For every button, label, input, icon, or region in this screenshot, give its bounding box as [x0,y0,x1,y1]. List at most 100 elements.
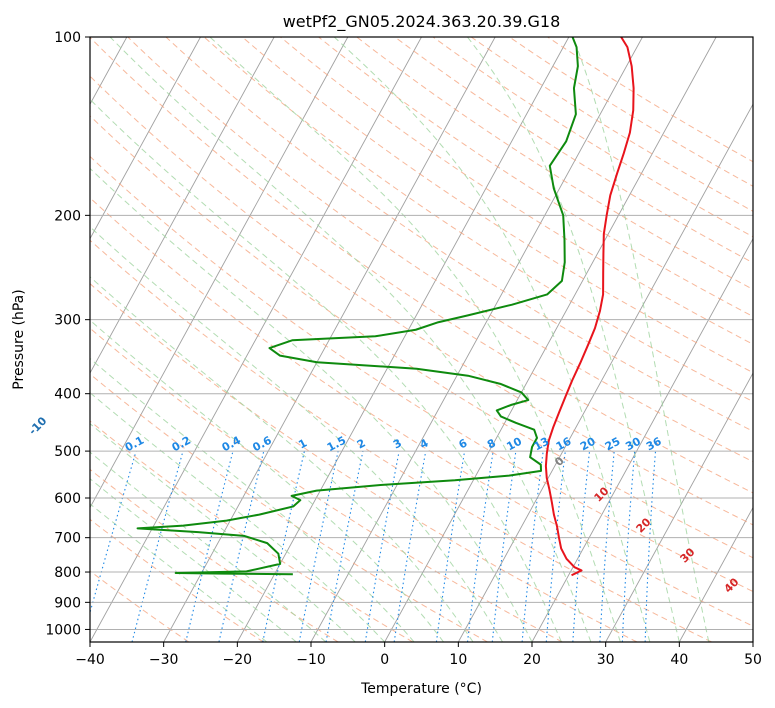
moist-adiabat-line [467,37,680,642]
mixing-ratio-line [325,450,364,642]
dry-adiabat-line [90,468,339,642]
pressure-grid [90,37,753,630]
mixing-ratio-label: 1 [296,436,309,451]
mixing-ratio-line [298,450,339,642]
mixing-ratio-line [262,450,305,642]
moist-adiabat-line [90,503,268,642]
x-tick-label: 0 [380,652,389,668]
mixing-ratio-line [545,451,566,642]
y-tick-label: 900 [54,595,81,611]
x-tick-label: −40 [75,652,105,668]
moist-adiabat-line [90,226,503,642]
isotherm-line [457,103,753,642]
dry-adiabat-line [394,37,753,264]
y-tick-label: 500 [54,444,81,460]
dry-adiabat-line [90,327,563,642]
dry-adiabat-line [318,37,753,318]
dewpoint-line [136,37,579,576]
moist-adiabat-line [90,357,415,642]
mixing-ratio-line [466,451,494,642]
moist-adiabat-label: 40 [722,575,742,595]
isotherm-line [236,37,570,642]
y-tick-label: 200 [54,208,81,224]
mixing-ratio-line [521,451,544,642]
dry-adiabat-line [356,37,753,290]
y-tick-label: 400 [54,387,81,403]
mixing-ratio-label: 6 [457,436,470,451]
moist-adiabat-line [90,98,562,642]
mixing-ratio-line [599,451,615,642]
y-tick-label: 1000 [45,622,81,638]
isotherm-line [90,37,201,240]
dry-adiabat-line [241,37,753,374]
x-axis-label: Temperature (°C) [360,681,482,697]
isotherm-line [531,237,753,642]
isotherm-line [605,372,753,642]
dry-adiabat-line [90,373,488,642]
x-tick-label: 10 [449,652,467,668]
y-tick-label: 300 [54,313,81,329]
mixing-ratio-line [621,451,636,642]
mixing-ratio-label: 13 [532,435,552,454]
y-tick-label: 800 [54,565,81,581]
mixing-ratio-label: 2 [355,436,368,451]
mixing-ratio-label: 16 [554,435,574,454]
dry-adiabat-line [90,75,753,526]
mixing-ratio-line [644,451,657,642]
dry-adiabat-line [280,37,753,345]
isotherm-line [752,641,753,642]
moist-adiabat-line [90,423,356,642]
dry-adiabat-line [90,197,753,627]
dry-adiabat-label: -10 [26,414,49,437]
mixing-ratio-line [90,450,137,615]
profile-lines [136,37,635,577]
dry-adiabat-line [90,570,190,642]
y-tick-label: 600 [54,491,81,507]
plot-frame [89,36,754,643]
y-axis: 1000 900 800 700 600 500 400 300 200 100 [45,30,90,638]
mixing-ratio-label: 4 [418,436,431,451]
y-tick-label: 100 [54,30,81,46]
mixing-ratio-label: 3 [391,436,404,451]
moist-adiabat-line [90,319,444,642]
mixing-ratio-line [364,450,400,642]
isotherm-line [384,37,717,642]
mixing-ratio-line [435,451,466,642]
x-tick-label: −30 [149,652,179,668]
moist-adiabat-line [572,37,710,642]
mixing-ratio-line [491,451,517,642]
x-tick-label: −20 [223,652,253,668]
mixing-ratio-label: 10 [504,435,524,454]
x-tick-label: 20 [523,652,541,668]
moist-adiabat-line [90,167,533,642]
y-axis-label: Pressure (hPa) [11,289,27,389]
dry-adiabat-line [90,239,712,642]
x-tick-label: 50 [744,652,762,668]
isotherm-line [163,37,496,642]
moist-adiabat-line [90,276,474,642]
moist-adiabat-line [209,37,621,642]
x-tick-label: 30 [597,652,615,668]
mixing-ratio-label: 25 [603,435,623,454]
x-tick-label: 40 [670,652,688,668]
moist-adiabat-label: 20 [634,515,654,535]
background-lines [90,37,753,642]
moist-adiabat-line [333,37,651,642]
isotherm-line [90,37,349,509]
y-tick-label: 700 [54,531,81,547]
x-tick-label: −10 [296,652,326,668]
x-axis: −40 −30 −20 −10 0 10 20 30 40 50 [75,642,762,668]
dry-adiabat-line [90,155,753,593]
dry-adiabat-line [203,37,753,403]
temperature-line [544,37,635,577]
dry-adiabat-line [90,420,414,642]
isotherm-line [90,37,422,642]
dry-adiabat-line [165,37,753,432]
mixing-ratio-line [572,451,591,642]
mixing-ratio-line [393,451,427,642]
mixing-ratio-label: 20 [578,435,598,454]
dry-adiabat-line [90,518,264,642]
isotherm-line [90,37,275,375]
moist-adiabat-line [109,37,592,642]
